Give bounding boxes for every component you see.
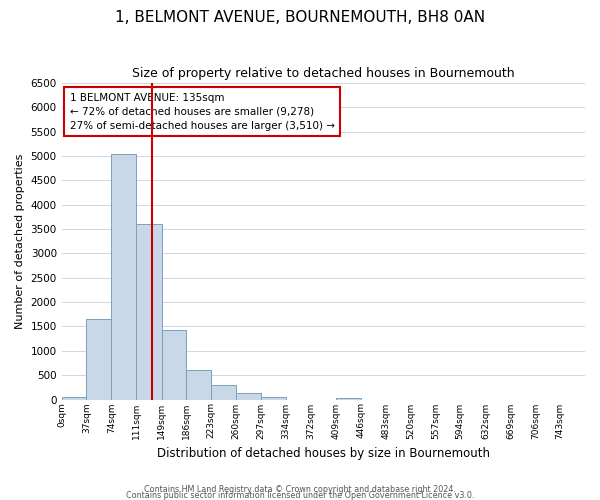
Bar <box>112 154 136 400</box>
X-axis label: Distribution of detached houses by size in Bournemouth: Distribution of detached houses by size … <box>157 447 490 460</box>
Bar <box>161 330 187 400</box>
Text: Contains public sector information licensed under the Open Government Licence v3: Contains public sector information licen… <box>126 490 474 500</box>
Bar <box>336 398 361 400</box>
Text: 1 BELMONT AVENUE: 135sqm
← 72% of detached houses are smaller (9,278)
27% of sem: 1 BELMONT AVENUE: 135sqm ← 72% of detach… <box>70 92 335 130</box>
Bar <box>187 370 211 400</box>
Text: Contains HM Land Registry data © Crown copyright and database right 2024.: Contains HM Land Registry data © Crown c… <box>144 485 456 494</box>
Title: Size of property relative to detached houses in Bournemouth: Size of property relative to detached ho… <box>132 68 515 80</box>
Bar <box>86 319 112 400</box>
Bar <box>261 397 286 400</box>
Text: 1, BELMONT AVENUE, BOURNEMOUTH, BH8 0AN: 1, BELMONT AVENUE, BOURNEMOUTH, BH8 0AN <box>115 10 485 25</box>
Bar <box>211 385 236 400</box>
Bar <box>236 392 261 400</box>
Bar <box>136 224 161 400</box>
Bar <box>62 397 86 400</box>
Y-axis label: Number of detached properties: Number of detached properties <box>15 154 25 329</box>
